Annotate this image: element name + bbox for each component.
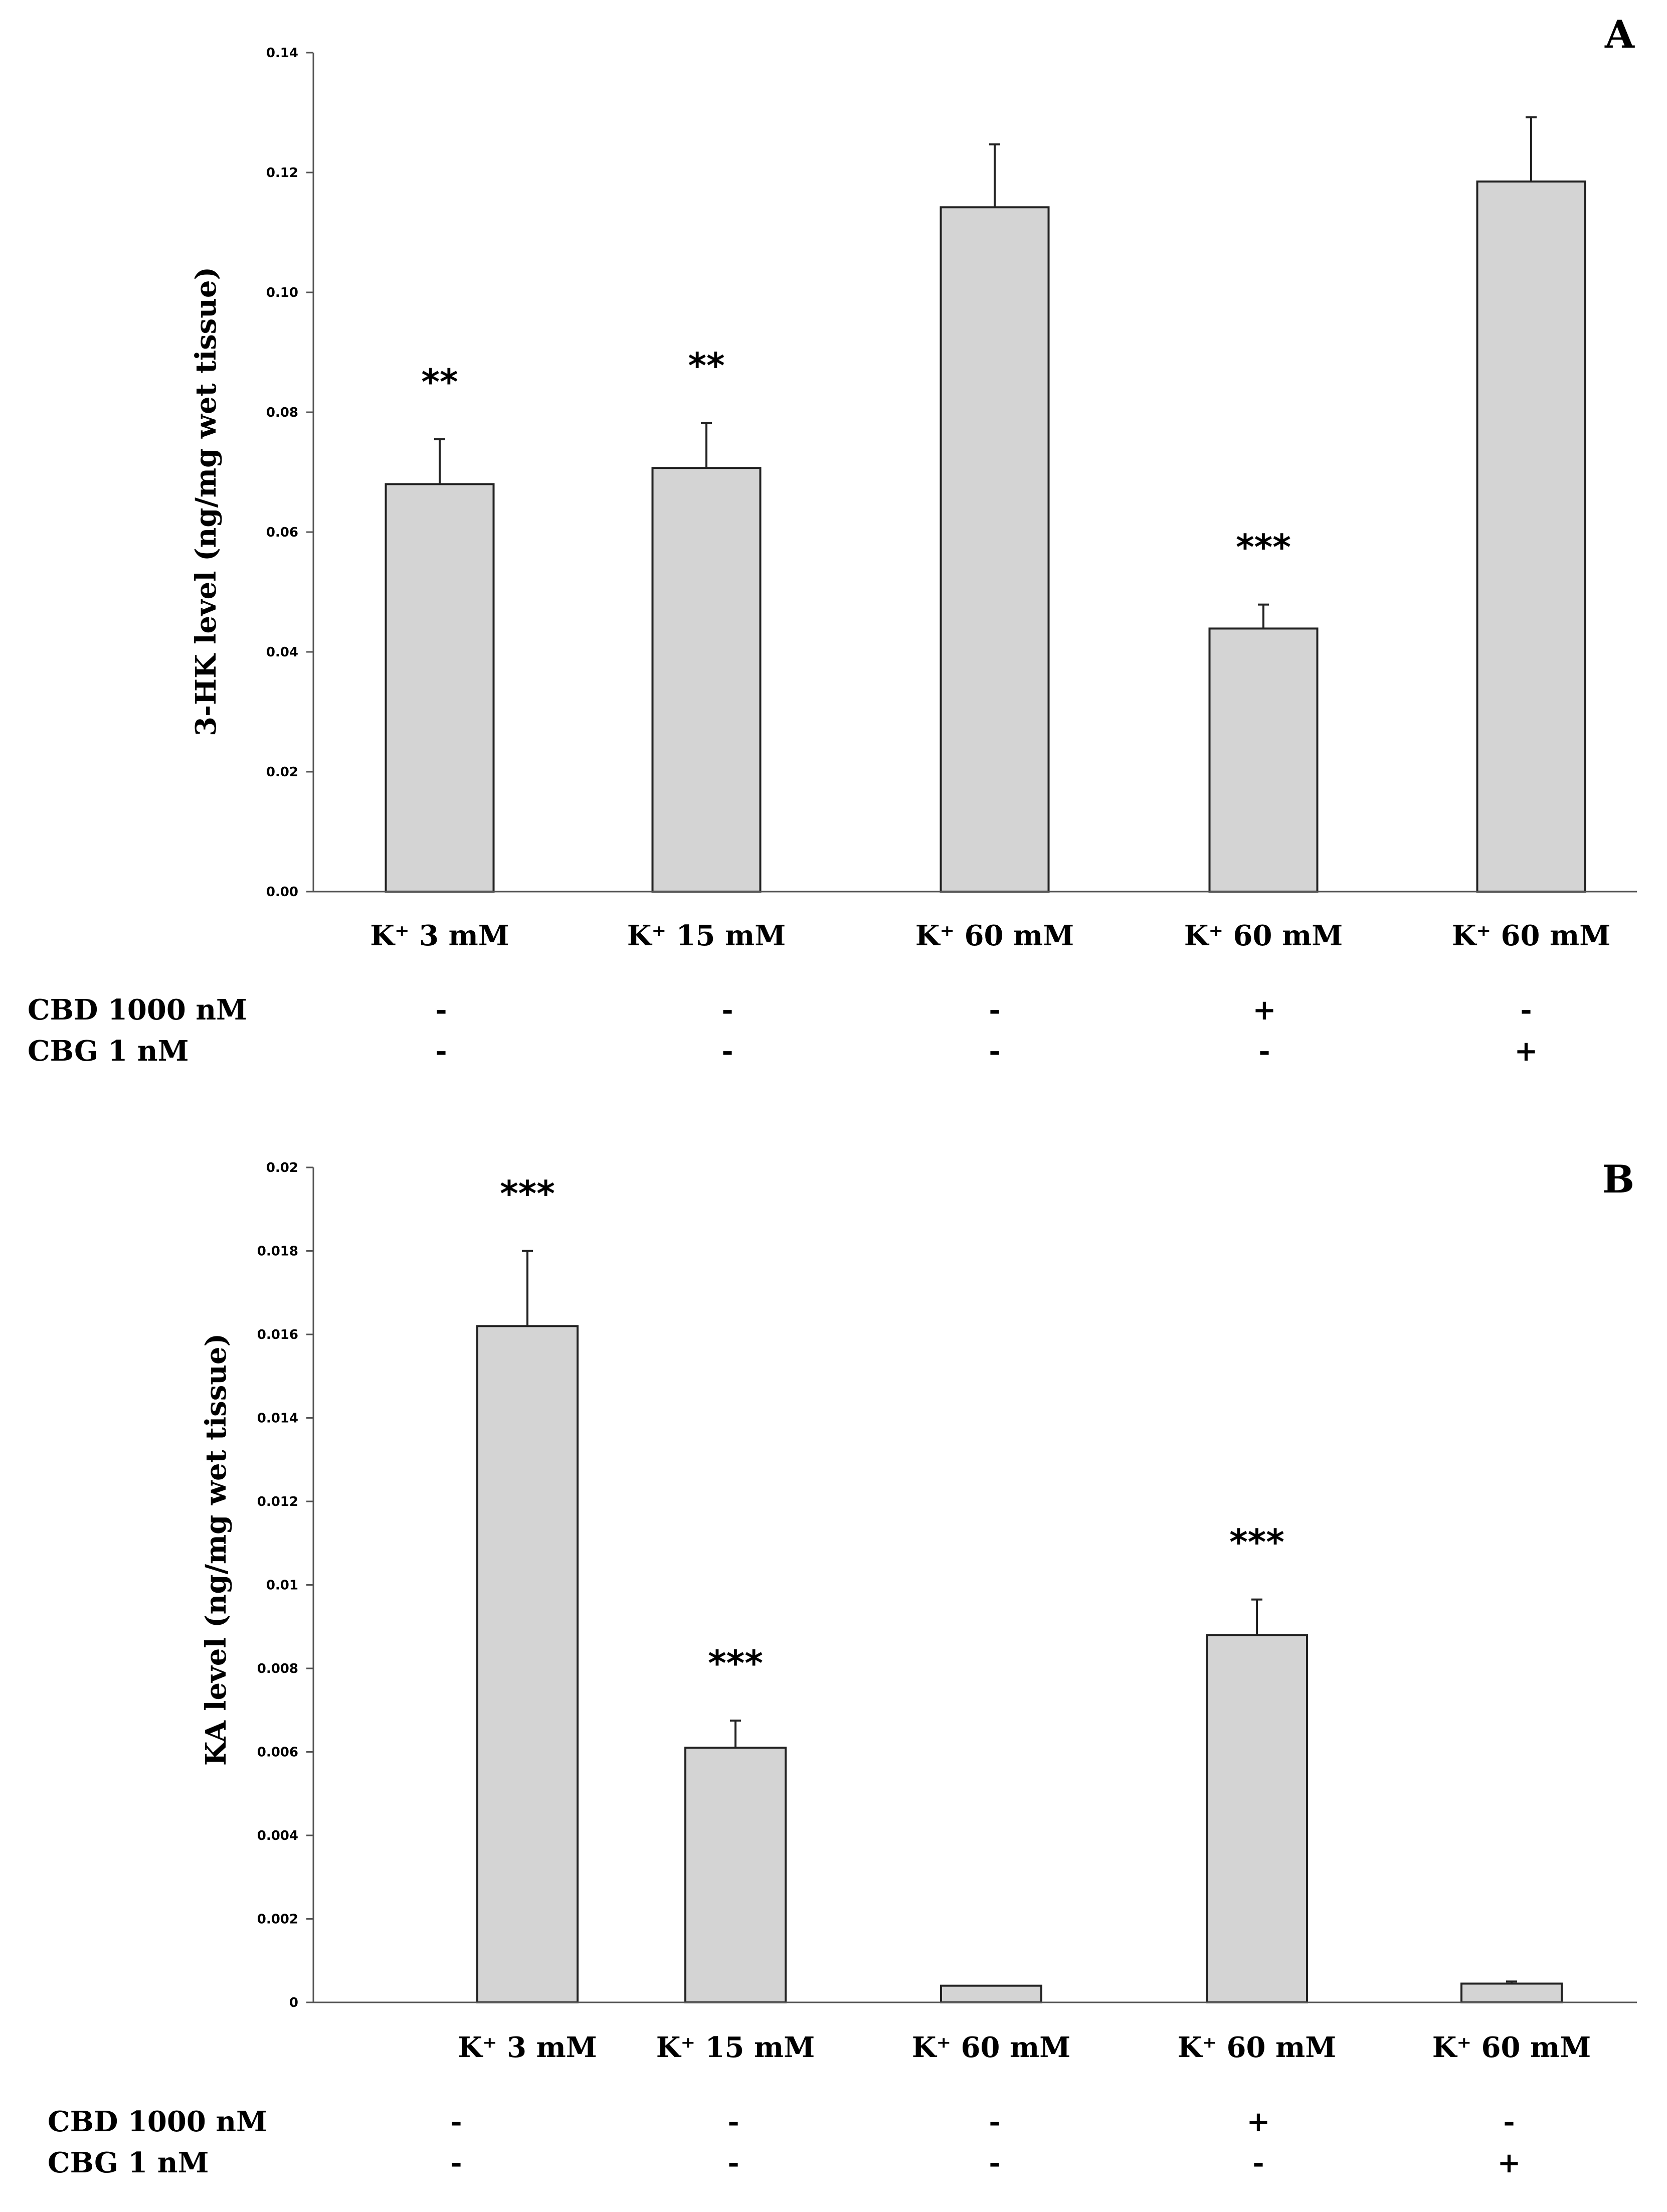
condition-value: - bbox=[721, 1035, 733, 1068]
category-label: K⁺ 60 mM bbox=[1452, 919, 1610, 952]
y-tick-label: 0.012 bbox=[257, 1494, 298, 1509]
condition-value: - bbox=[1258, 1035, 1270, 1068]
condition-value: - bbox=[450, 2146, 462, 2179]
condition-label: CBD 1000 nM bbox=[48, 2105, 267, 2138]
condition-value: - bbox=[721, 993, 733, 1027]
category-label: K⁺ 15 mM bbox=[627, 919, 786, 952]
y-axis-label: 3-HK level (ng/mg wet tissue) bbox=[190, 267, 223, 736]
condition-value: - bbox=[989, 2146, 1000, 2179]
y-tick-label: 0 bbox=[289, 1995, 298, 2010]
y-tick-label: 0.08 bbox=[266, 405, 298, 420]
y-tick-label: 0.004 bbox=[257, 1828, 298, 1843]
category-label: K⁺ 3 mM bbox=[370, 919, 509, 952]
y-tick-label: 0.008 bbox=[257, 1661, 298, 1676]
y-tick-label: 0.002 bbox=[257, 1912, 298, 1927]
condition-value: - bbox=[1252, 2146, 1264, 2179]
bar bbox=[1476, 180, 1586, 893]
y-axis-label: KA level (ng/mg wet tissue) bbox=[200, 1333, 233, 1766]
category-labels: K⁺ 3 mM K⁺ 15 mM K⁺ 60 mM K⁺ 60 mM K⁺ 60 mM bbox=[458, 2031, 1591, 2064]
bar bbox=[940, 1984, 1042, 2003]
condition-label: CBG 1 nM bbox=[28, 1035, 189, 1068]
y-tick-label: 0.10 bbox=[266, 285, 298, 300]
condition-value: + bbox=[1253, 993, 1276, 1027]
bar bbox=[476, 1325, 579, 2004]
chart-panel-a: A 3-HK level (ng/mg wet tissue) 0.00 0.02… bbox=[28, 12, 1637, 1068]
category-label: K⁺ 60 mM bbox=[912, 2031, 1070, 2064]
y-tick-label: 0.02 bbox=[266, 1160, 298, 1175]
category-label: K⁺ 60 mM bbox=[915, 919, 1074, 952]
y-tick-label: 0.02 bbox=[266, 765, 298, 780]
significance-marker: *** bbox=[500, 1173, 555, 1215]
y-ticks: 0.00 0.02 0.04 0.06 0.08 0.10 0.12 0.14 bbox=[266, 46, 313, 900]
bar bbox=[1460, 1982, 1563, 2004]
condition-value: - bbox=[727, 2146, 739, 2179]
condition-value: - bbox=[1503, 2105, 1515, 2138]
y-tick-label: 0.04 bbox=[266, 645, 298, 660]
condition-table: CBD 1000 nM - - - + - CBG 1 nM - - - - + bbox=[28, 993, 1538, 1068]
y-ticks: 0 0.002 0.004 0.006 0.008 0.01 0.012 0.014 0.016… bbox=[257, 1160, 313, 2010]
bars: ** ***** bbox=[385, 116, 1586, 893]
significance-marker: ** bbox=[421, 362, 458, 403]
bar bbox=[684, 1747, 787, 2004]
condition-value: - bbox=[989, 2105, 1000, 2138]
y-tick-label: 0.06 bbox=[266, 525, 298, 540]
chart-panel-b: B KA level (ng/mg wet tissue) 0 0.002 0.00… bbox=[48, 1157, 1637, 2179]
category-label: K⁺ 3 mM bbox=[458, 2031, 597, 2064]
category-labels: K⁺ 3 mM K⁺ 15 mM K⁺ 60 mM K⁺ 60 mM K⁺ 60 mM bbox=[370, 919, 1610, 952]
category-label: K⁺ 15 mM bbox=[656, 2031, 815, 2064]
condition-table: CBD 1000 nM - - - + - CBG 1 nM - - - - + bbox=[48, 2105, 1521, 2179]
bars: *** *** *** bbox=[476, 1173, 1563, 2004]
condition-value: + bbox=[1498, 2146, 1521, 2179]
significance-marker: *** bbox=[708, 1643, 763, 1684]
condition-value: - bbox=[435, 1035, 447, 1068]
category-label: K⁺ 60 mM bbox=[1178, 2031, 1336, 2064]
panel-label: A bbox=[1604, 12, 1635, 57]
significance-marker: *** bbox=[1229, 1522, 1284, 1563]
condition-label: CBG 1 nM bbox=[48, 2146, 209, 2179]
y-tick-label: 0.00 bbox=[266, 885, 298, 900]
y-tick-label: 0.006 bbox=[257, 1745, 298, 1760]
bar bbox=[1206, 1634, 1308, 2003]
condition-value: - bbox=[435, 993, 447, 1027]
bar bbox=[385, 483, 495, 893]
condition-value: - bbox=[1520, 993, 1532, 1027]
significance-marker: *** bbox=[1236, 527, 1291, 568]
category-label: K⁺ 60 mM bbox=[1184, 919, 1343, 952]
y-tick-label: 0.12 bbox=[266, 165, 298, 181]
y-tick-label: 0.018 bbox=[257, 1244, 298, 1259]
y-tick-label: 0.14 bbox=[266, 46, 298, 61]
significance-marker: ** bbox=[688, 346, 724, 387]
condition-value: - bbox=[450, 2105, 462, 2138]
y-tick-label: 0.014 bbox=[257, 1411, 298, 1426]
condition-value: - bbox=[989, 993, 1000, 1027]
y-tick-label: 0.016 bbox=[257, 1327, 298, 1342]
condition-label: CBD 1000 nM bbox=[28, 993, 247, 1027]
condition-value: + bbox=[1515, 1035, 1538, 1068]
bar bbox=[1208, 627, 1319, 893]
y-tick-label: 0.01 bbox=[266, 1578, 298, 1593]
panel-label: B bbox=[1602, 1157, 1634, 1202]
condition-value: - bbox=[989, 1035, 1000, 1068]
category-label: K⁺ 60 mM bbox=[1432, 2031, 1591, 2064]
bar bbox=[940, 206, 1050, 893]
bar bbox=[651, 467, 762, 893]
condition-value: - bbox=[727, 2105, 739, 2138]
condition-value: + bbox=[1247, 2105, 1270, 2138]
